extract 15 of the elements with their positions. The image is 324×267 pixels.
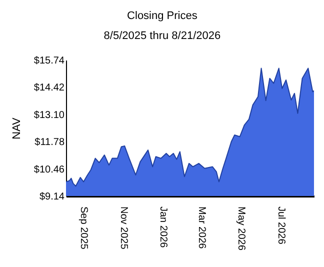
- x-tick-label: Sep 2025: [78, 206, 90, 250]
- x-tick-label: Jan 2026: [157, 206, 168, 248]
- x-tick-label: May 2026: [236, 206, 247, 251]
- y-tick-label: $11.78: [34, 137, 65, 148]
- chart-subtitle: 8/5/2025 thru 8/21/2026: [104, 30, 221, 42]
- y-tick-label: $14.42: [34, 82, 65, 94]
- y-tick-label: $10.46: [34, 164, 65, 176]
- x-tick-label: Mar 2026: [196, 206, 207, 250]
- y-tick-label: $9.14: [39, 192, 65, 202]
- x-tick-label: Nov 2025: [118, 206, 129, 250]
- y-tick-label: $15.74: [34, 56, 65, 66]
- x-tick-label: Jul 2026: [275, 206, 286, 245]
- chart-title: Closing Prices: [127, 10, 198, 22]
- y-tick-label: $13.10: [34, 110, 65, 121]
- y-axis-title: NAV: [10, 116, 23, 140]
